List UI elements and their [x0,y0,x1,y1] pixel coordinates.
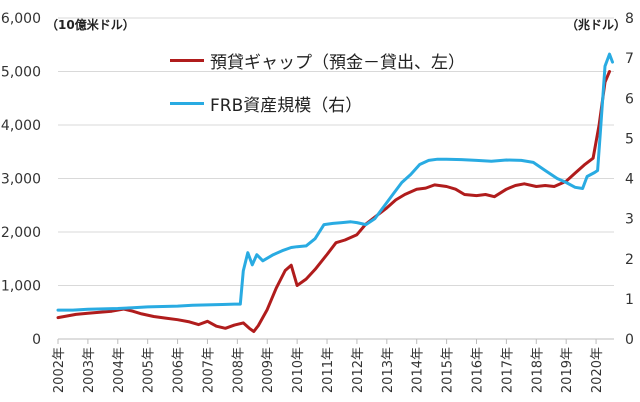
gridlines [58,17,614,340]
left-tick-label: 2,000 [1,225,41,241]
right-axis-unit: （兆ドル） [566,18,627,32]
left-tick-label: 5,000 [1,65,41,81]
legend-entry-loan-deposit-gap: 預貸ギャップ（預金－貸出、左） [170,48,465,73]
x-tick-label: 2014年 [411,347,426,393]
left-tick-label: 6,000 [1,11,41,27]
series-line-frb-assets [56,52,614,312]
left-tick-label: 3,000 [1,172,41,188]
x-tick-label: 2008年 [231,347,246,393]
legend-label: 預貸ギャップ（預金－貸出、左） [210,53,465,73]
right-tick-label: 1 [625,292,634,308]
right-tick-label: 3 [625,212,634,228]
x-tick-label: 2007年 [201,347,216,393]
legend-label: FRB資産規模（右） [210,96,363,116]
x-tick-label: 2005年 [142,347,157,393]
right-tick-label: 0 [625,332,634,348]
legend-entry-frb-assets: FRB資産規模（右） [170,91,362,116]
left-tick-label: 4,000 [1,118,41,134]
right-tick-label: 4 [625,172,634,188]
legend-swatch-light-blue [170,102,204,105]
x-tick-label: 2012年 [351,347,366,393]
legend-swatch-dark-red [170,59,204,62]
right-axis-tick-labels: 0 1 2 3 4 5 6 7 8 [625,11,634,348]
right-tick-label: 5 [625,131,634,147]
right-tick-label: 6 [625,91,634,107]
x-tick-label: 2002年 [52,347,67,393]
x-tick-label: 2003年 [82,347,97,393]
left-tick-label: 1,000 [1,279,41,295]
series-line-loan-deposit-gap [56,70,611,333]
x-tick-label: 2009年 [261,347,276,393]
left-tick-label: 0 [32,332,41,348]
right-tick-label: 7 [625,51,634,67]
right-tick-label: 8 [625,11,634,27]
x-tick-label: 2017年 [500,347,515,393]
x-tick-label: 2013年 [381,347,396,393]
x-tick-label: 2010年 [291,347,306,393]
x-tick-label: 2011年 [321,347,336,393]
x-tick-label: 2006年 [172,347,187,393]
x-tick-label: 2018年 [530,347,545,393]
series-lines [56,52,614,333]
x-axis: 2002年 2003年 2004年 2005年 2006年 2007年 2008年 2009年… [52,339,605,393]
x-tick-label: 2019年 [560,347,575,393]
x-tick-label: 2016年 [470,347,485,393]
right-tick-label: 2 [625,252,634,268]
left-axis-unit: （10億米ドル） [46,18,135,32]
x-tick-label: 2015年 [441,347,456,393]
x-tick-label: 2004年 [112,347,127,393]
x-tick-label: 2020年 [590,347,605,393]
left-axis-tick-labels: 0 1,000 2,000 3,000 4,000 5,000 6,000 [1,11,41,348]
